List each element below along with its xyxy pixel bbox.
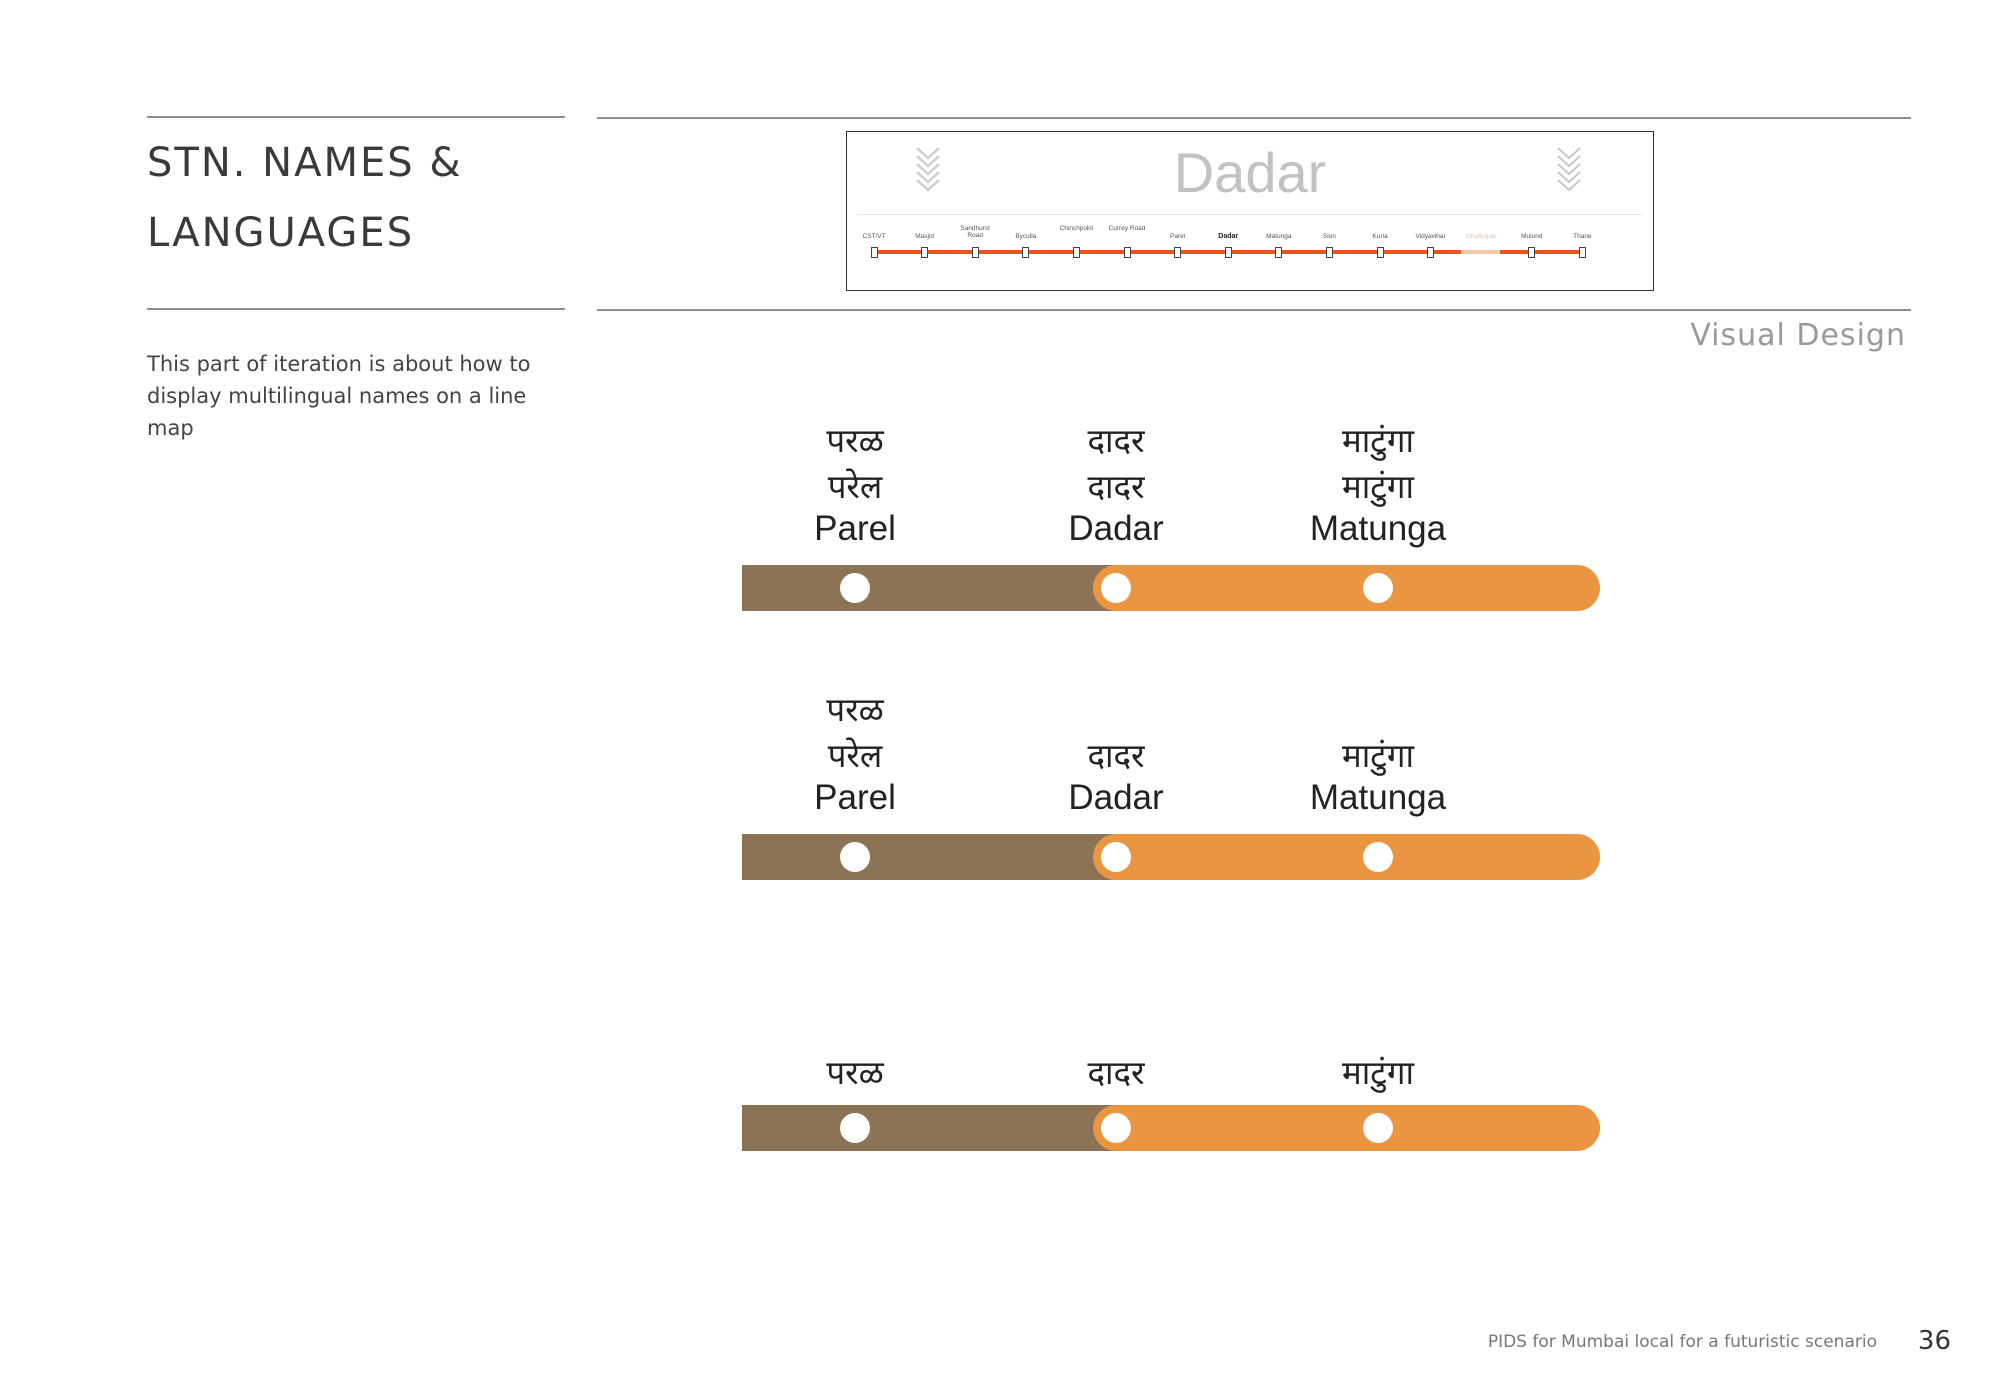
preview-station-name: Currey Road: [1108, 225, 1146, 232]
station-name-devanagari: माटुंगा: [1341, 467, 1415, 506]
preview-station-marker: [1224, 247, 1232, 258]
preview-station-marker: [1427, 247, 1435, 258]
preview-station-name: Ghatkopar: [1466, 233, 1497, 240]
preview-station-name: Mulund: [1521, 233, 1543, 240]
station-name-devanagari: दादर: [1087, 736, 1145, 775]
preview-station-name: Masjid: [915, 233, 934, 240]
preview-station-name: Vidyavihar: [1415, 233, 1446, 240]
upcoming-line-segment: [1093, 1105, 1600, 1151]
preview-station-name: Kurla: [1372, 233, 1388, 240]
station-name-devanagari: माटुंगा: [1341, 736, 1415, 775]
preview-station-name: Sandhurst Road: [960, 225, 990, 239]
left-top-rule: [147, 116, 565, 118]
station-stop-marker: [1363, 842, 1393, 872]
station-name-devanagari: परळ: [826, 690, 884, 729]
station-name-english: Dadar: [1068, 778, 1164, 817]
preview-station-marker: [1528, 247, 1536, 258]
station-name-english: Dadar: [1068, 509, 1164, 548]
station-stop-marker: [840, 842, 870, 872]
right-bottom-rule: [597, 309, 1911, 311]
preview-station-marker: [921, 247, 929, 258]
station-stop-marker: [1363, 1113, 1393, 1143]
station-stop-marker: [1101, 573, 1131, 603]
chevron-down-icon: [916, 147, 940, 192]
preview-station-name: Matunga: [1266, 233, 1292, 240]
station-name-devanagari: दादर: [1087, 1053, 1145, 1092]
station-name-devanagari: माटुंगा: [1341, 421, 1415, 460]
preview-station-marker: [1578, 247, 1586, 258]
page-number: 36: [1917, 1326, 1951, 1356]
station-name-devanagari: परळ: [826, 421, 884, 460]
chevron-down-icon: [1557, 147, 1581, 192]
station-stop-marker: [840, 1113, 870, 1143]
preview-line-segment: [874, 250, 1461, 254]
preview-station-name: Sion: [1322, 233, 1336, 240]
station-name-devanagari: माटुंगा: [1341, 1053, 1415, 1092]
section-label: Visual Design: [1690, 318, 1906, 353]
traveled-line-segment: [742, 565, 1115, 611]
preview-station-marker: [1022, 247, 1030, 258]
preview-station-name: Parel: [1170, 233, 1186, 240]
station-stop-marker: [840, 573, 870, 603]
description: This part of iteration is about how to d…: [147, 352, 531, 440]
preview-line-segment: [1460, 250, 1500, 254]
preview-station-marker: [971, 247, 979, 258]
preview-station-name: Byculla: [1015, 233, 1037, 240]
station-stop-marker: [1363, 573, 1393, 603]
station-name-devanagari: परळ: [826, 1053, 884, 1092]
current-station-title: Dadar: [1173, 141, 1327, 204]
left-bottom-rule: [147, 308, 565, 310]
station-name-devanagari: परेल: [827, 467, 883, 506]
pids-preview: Dadar CST/VT Masjid Sandhurst Road Byculla C…: [846, 131, 1654, 291]
traveled-line-segment: [742, 1105, 1115, 1151]
right-top-rule: [597, 117, 1911, 119]
traveled-line-segment: [742, 834, 1115, 880]
page-title: STN. NAMES & LANGUAGES: [147, 140, 463, 256]
station-stop-marker: [1101, 842, 1131, 872]
footer-text: PIDS for Mumbai local for a futuristic s…: [1487, 1332, 1877, 1352]
station-name-english: Matunga: [1309, 509, 1447, 548]
station-name-devanagari: दादर: [1087, 467, 1145, 506]
preview-station-marker: [1123, 247, 1131, 258]
preview-station-name: Thane: [1573, 233, 1592, 240]
station-name-english: Parel: [814, 778, 896, 817]
preview-station-name: Chinchpokli: [1059, 225, 1094, 232]
preview-divider: [857, 214, 1643, 215]
station-name-devanagari: परेल: [827, 736, 883, 775]
preview-station-marker: [1325, 247, 1333, 258]
preview-station-marker: [1275, 247, 1283, 258]
preview-station-name: CST/VT: [862, 233, 886, 240]
station-stop-marker: [1101, 1113, 1131, 1143]
station-name-english: Parel: [814, 509, 896, 548]
preview-station-name: Dadar: [1218, 233, 1239, 240]
upcoming-line-segment: [1093, 565, 1600, 611]
station-name-english: Matunga: [1309, 778, 1447, 817]
upcoming-line-segment: [1093, 834, 1600, 880]
preview-line-segment: [1499, 250, 1583, 254]
preview-station-marker: [870, 247, 878, 258]
preview-station-marker: [1376, 247, 1384, 258]
station-name-devanagari: दादर: [1087, 421, 1145, 460]
preview-station-marker: [1072, 247, 1080, 258]
preview-station-marker: [1174, 247, 1182, 258]
